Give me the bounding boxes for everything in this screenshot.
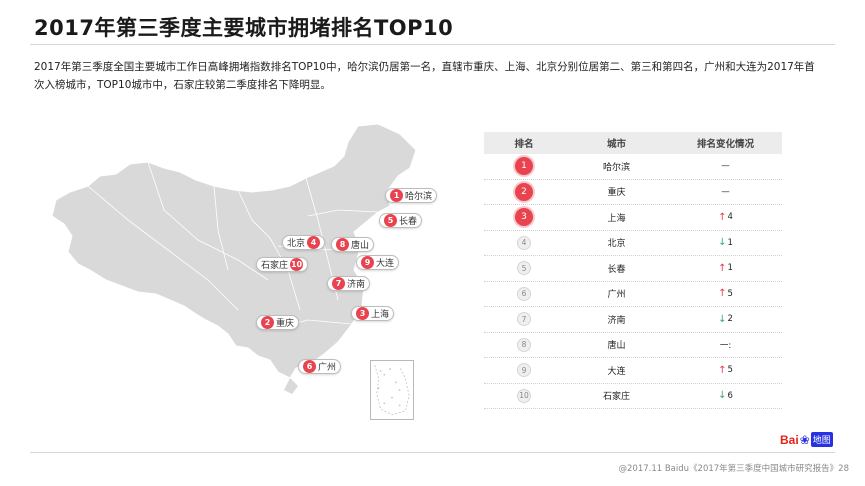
city-cell: 石家庄 [602,392,630,403]
table-row: 7 济南 ↓ 2 [484,307,782,333]
rank-cell: 7 [484,312,564,327]
ranking-table: 排名 城市 排名变化情况 1 哈尔滨 — 2 重庆 — 3 上海 ↑ 4 4 北京… [484,132,782,409]
rank-cell: 8 [484,337,564,352]
south-sea-inset [370,360,414,420]
rank-cell: 3 [484,208,564,227]
change-cell: ↓ 6 [718,390,733,402]
city-cell: 上海 [607,213,626,224]
baidu-map-logo: Bai ❀ 地图 [780,432,833,447]
table-row: 4 北京 ↓ 1 [484,231,782,256]
paw-icon: ❀ [799,432,810,447]
city-cell: 广州 [607,290,626,301]
rank-cell: 4 [484,235,564,250]
change-cell: — [721,186,730,197]
rank-badge: 4 [517,235,531,250]
footer-divider [30,452,835,453]
rank-cell: 5 [484,261,564,276]
change-cell: ↑ 5 [718,364,733,376]
china-map: 1 哈尔滨 5 长春 北京 4 8 唐山 石家庄 10 9 大连 7 济南 3 上海 2 重庆 6… [38,120,438,420]
rank-badge: 9 [517,363,531,378]
rank-badge: 8 [517,337,531,352]
city-cell: 重庆 [607,188,626,199]
city-cell: 大连 [607,366,626,377]
page-description: 2017年第三季度全国主要城市工作日高峰拥堵指数排名TOP10中，哈尔滨仍居第一… [34,61,815,91]
change-cell: ↑ 4 [718,211,733,223]
change-cell: 一: [719,340,732,351]
rank-badge: 2 [515,182,533,201]
arrow-up-icon: ↑ [718,288,727,300]
city-cell: 长春 [607,264,626,275]
rank-badge: 7 [517,312,531,327]
page-footer: @2017.11 Baidu《2017年第三季度中国城市研究报告》28 [618,464,850,474]
table-row: 6 广州 ↑ 5 [484,282,782,307]
table-row: 9 大连 ↑ 5 [484,358,782,384]
china-map-shape [51,123,417,394]
rank-cell: 6 [484,286,564,301]
change-cell: ↑ 1 [718,262,733,274]
rank-cell: 10 [484,388,564,403]
header-rank: 排名 [514,139,534,150]
table-row: 3 上海 ↑ 4 [484,205,782,231]
city-cell: 济南 [607,315,626,326]
change-cell: ↑ 5 [718,288,733,300]
table-row: 5 长春 ↑ 1 [484,256,782,282]
rank-cell: 2 [484,182,564,201]
arrow-down-icon: ↓ [718,237,727,249]
rank-cell: 1 [484,157,564,176]
arrow-up-icon: ↑ [718,211,727,223]
table-row: 1 哈尔滨 — [484,154,782,180]
rank-badge: 5 [517,261,531,276]
arrow-up-icon: ↑ [718,262,727,274]
table-row: 10 石家庄 ↓ 6 [484,384,782,409]
rank-badge: 3 [515,208,533,227]
arrow-down-icon: ↓ [718,313,727,325]
table-header: 排名 城市 排名变化情况 [484,132,782,154]
title-divider [30,44,835,45]
city-cell: 哈尔滨 [602,162,630,173]
rank-badge: 1 [515,157,533,176]
change-cell: — [721,161,730,172]
table-row: 8 唐山 一: [484,333,782,358]
arrow-up-icon: ↑ [718,364,727,376]
header-change: 排名变化情况 [696,139,754,150]
change-cell: ↓ 1 [718,237,733,249]
rank-badge: 6 [517,286,531,301]
table-row: 2 重庆 — [484,180,782,205]
page-title: 2017年第三季度主要城市拥堵排名TOP10 [34,16,454,40]
rank-badge: 10 [517,388,531,403]
city-cell: 北京 [607,239,626,250]
rank-cell: 9 [484,363,564,378]
change-cell: ↓ 2 [718,313,733,325]
arrow-down-icon: ↓ [718,390,727,402]
city-cell: 唐山 [607,341,626,352]
header-city: 城市 [606,139,626,150]
